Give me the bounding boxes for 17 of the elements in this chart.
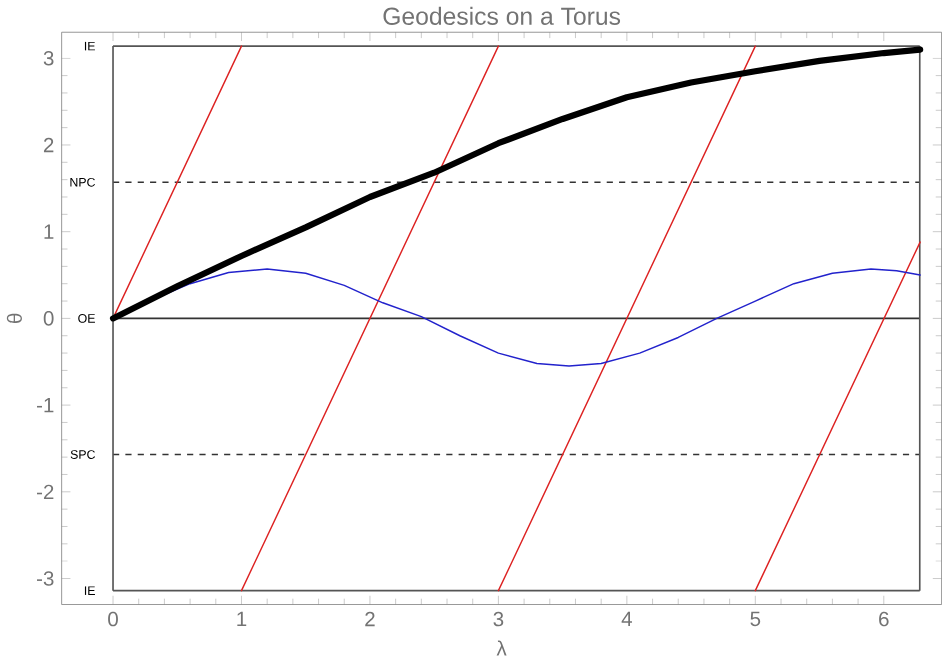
- x-tick-label: 6: [879, 611, 889, 627]
- y-tick-label: -3: [36, 571, 54, 586]
- x-tick-label: 5: [750, 611, 761, 627]
- x-axis-title: λ: [496, 640, 507, 656]
- y-tick-label: 3: [43, 50, 54, 66]
- y-tick-label: 0: [43, 310, 54, 326]
- x-tick-label: 4: [621, 611, 632, 626]
- y-tick-label: 1: [44, 224, 54, 239]
- chart-title: Geodesics on a Torus: [383, 6, 621, 25]
- x-tick-label: 3: [493, 611, 504, 627]
- x-tick-label: 2: [365, 611, 375, 627]
- y-tick-label: 2: [43, 137, 54, 153]
- y-tick-label: -1: [36, 397, 54, 413]
- y-axis-title: θ: [6, 313, 22, 323]
- y-tick-label: -2: [36, 484, 54, 499]
- x-tick-label: 0: [108, 611, 118, 627]
- x-tick-label: 1: [237, 611, 247, 626]
